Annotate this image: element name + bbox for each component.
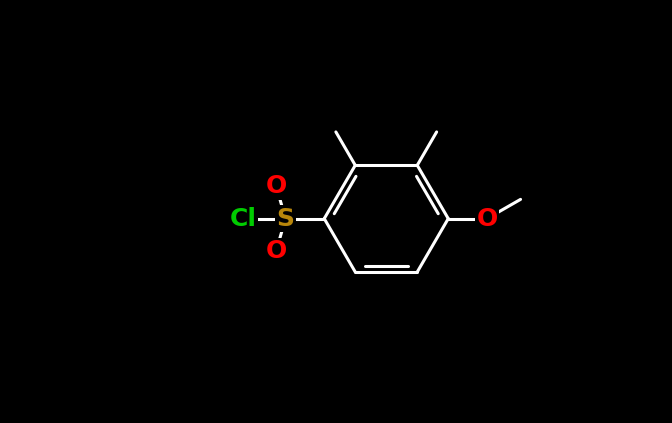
Text: O: O	[476, 206, 498, 231]
Text: S: S	[276, 206, 294, 231]
Text: Cl: Cl	[229, 206, 257, 231]
Text: O: O	[265, 239, 287, 263]
Text: O: O	[265, 174, 287, 198]
